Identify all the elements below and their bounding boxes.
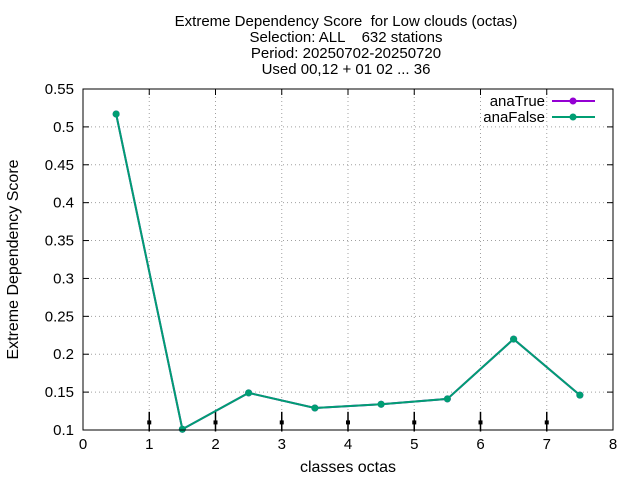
x-tick-label: 7 xyxy=(543,436,551,453)
error-bar-center xyxy=(346,420,350,425)
y-tick-label: 0.3 xyxy=(53,270,74,287)
legend-label-anaFalse: anaFalse xyxy=(483,109,545,126)
y-tick-label: 0.25 xyxy=(45,308,74,325)
x-axis-ticks: 0 1 2 3 4 5 6 7 8 xyxy=(79,89,617,453)
legend-marker-anaTrue xyxy=(569,97,577,105)
title-line-4: Used 00,12 + 01 02 ... 36 xyxy=(262,61,431,78)
chart-title: Extreme Dependency Score for Low clouds … xyxy=(175,13,518,78)
data-point-anaFalse xyxy=(377,400,385,408)
data-point-anaFalse xyxy=(112,110,120,118)
legend-marker-anaFalse xyxy=(569,113,577,121)
series-lines xyxy=(112,110,584,433)
x-tick-label: 2 xyxy=(211,436,219,453)
y-tick-label: 0.55 xyxy=(45,81,74,98)
error-bar-center xyxy=(412,420,417,425)
title-line-2: Selection: ALL 632 stations xyxy=(250,29,443,46)
plot-frame xyxy=(82,88,614,431)
error-bar-center xyxy=(147,420,152,425)
x-tick-label: 1 xyxy=(145,436,153,453)
x-axis-label: classes octas xyxy=(300,459,396,476)
data-point-anaFalse xyxy=(443,395,451,403)
y-tick-label: 0.5 xyxy=(53,119,74,136)
x-tick-label: 3 xyxy=(278,436,286,453)
title-line-1: Extreme Dependency Score for Low clouds … xyxy=(175,13,518,30)
x-tick-label: 8 xyxy=(609,436,617,453)
data-point-anaFalse xyxy=(245,389,253,397)
y-axis-label: Extreme Dependency Score xyxy=(5,159,22,359)
data-point-anaFalse xyxy=(510,335,518,343)
y-tick-label: 0.4 xyxy=(53,195,74,212)
title-line-3: Period: 20250702-20250720 xyxy=(251,45,441,62)
legend-label-anaTrue: anaTrue xyxy=(490,93,545,110)
error-bar-center xyxy=(213,420,218,425)
data-point-anaFalse xyxy=(178,425,186,433)
x-tick-label: 6 xyxy=(476,436,484,453)
y-axis-ticks: 0.1 0.15 0.2 0.25 0.3 0.35 0.4 0.45 0.5 0.55 xyxy=(45,81,613,439)
y-tick-label: 0.45 xyxy=(45,157,74,174)
x-tick-label: 5 xyxy=(410,436,418,453)
y-tick-label: 0.15 xyxy=(45,384,74,401)
error-bar-center xyxy=(544,420,549,425)
y-tick-label: 0.1 xyxy=(53,422,74,439)
y-tick-label: 0.35 xyxy=(45,233,74,250)
x-tick-label: 0 xyxy=(79,436,87,453)
series-line-anaFalse xyxy=(115,113,581,431)
grid xyxy=(83,89,613,430)
x-tick-label: 4 xyxy=(344,436,352,453)
data-point-anaFalse xyxy=(311,404,319,412)
data-point-anaFalse xyxy=(576,391,584,399)
error-bar-center xyxy=(279,420,284,425)
y-tick-label: 0.2 xyxy=(53,346,74,363)
error-bar-center xyxy=(478,420,483,425)
